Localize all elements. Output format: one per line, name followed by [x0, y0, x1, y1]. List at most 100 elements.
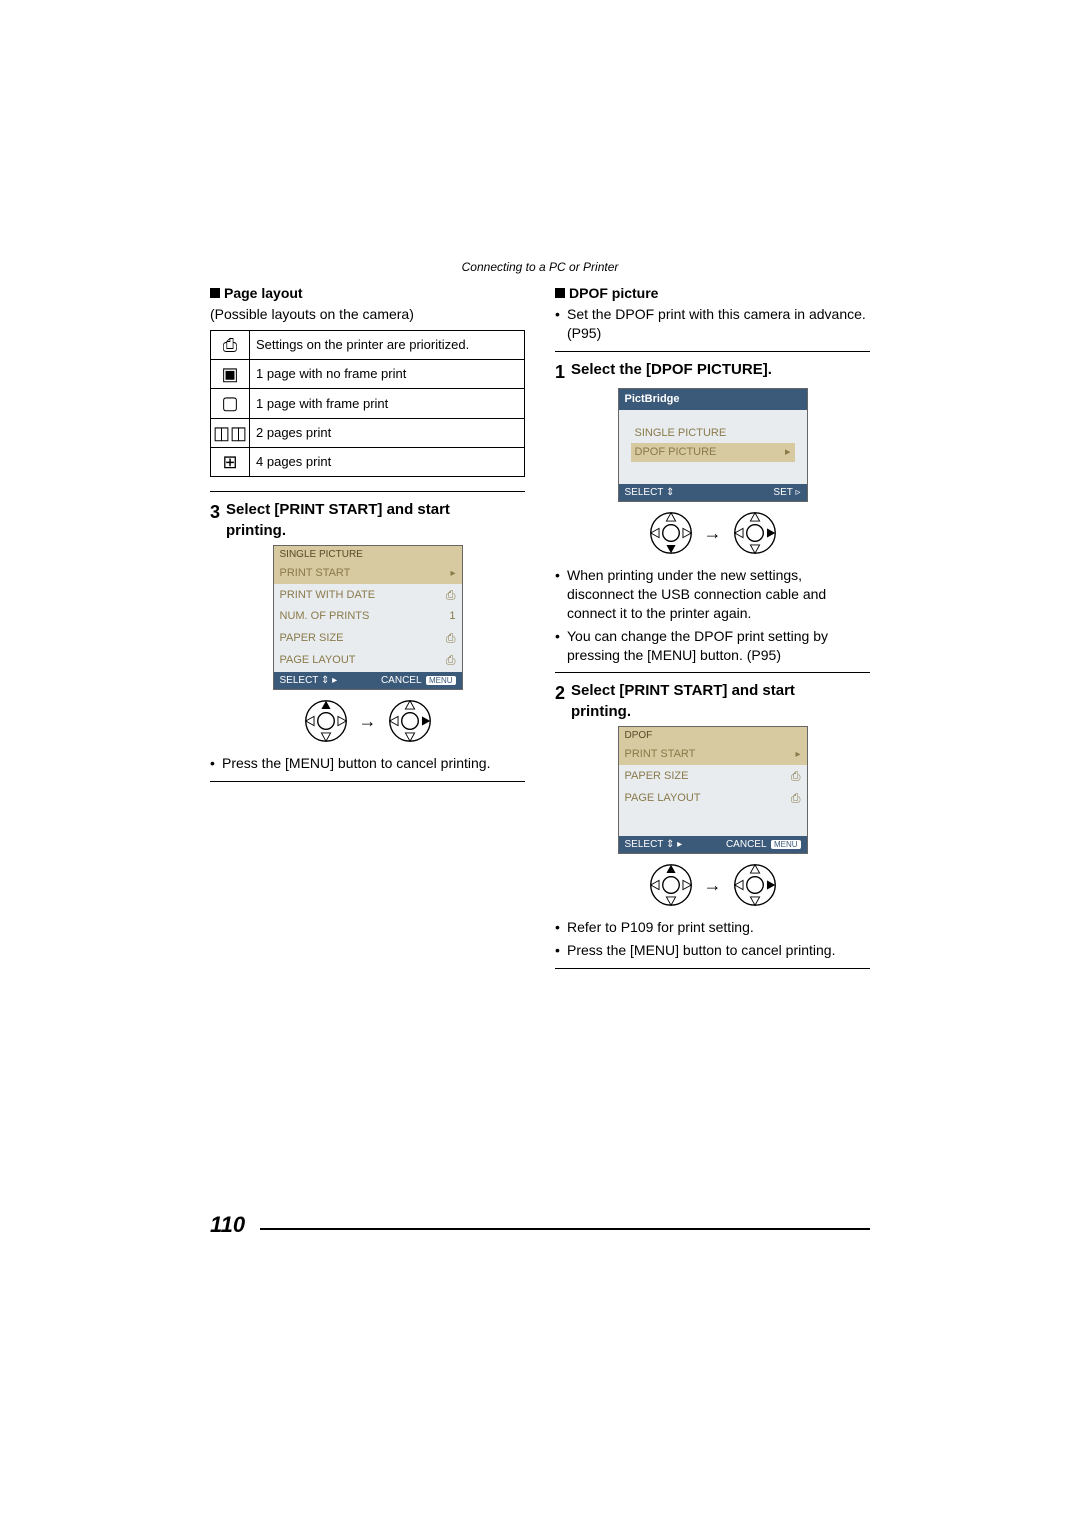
pictbridge-body: SINGLE PICTURE DPOF PICTURE ▸: [619, 410, 807, 484]
right-mid-bullets: When printing under the new settings, di…: [555, 566, 870, 664]
menu-row: NUM. OF PRINTS 1: [274, 606, 462, 627]
pb-item-selected: DPOF PICTURE ▸: [631, 443, 795, 462]
menu-value: ⎙: [446, 587, 456, 603]
menu-label: PRINT START: [280, 566, 351, 581]
table-row: ⊞ 4 pages print: [211, 447, 525, 476]
footer-select: SELECT ⇕ ▸: [625, 838, 683, 852]
footer-select: SELECT ⇕ ▸: [280, 674, 338, 688]
horizontal-rule: [555, 968, 870, 969]
layout-icon: ▣: [211, 360, 250, 389]
layout-desc: 2 pages print: [250, 418, 525, 447]
left-column: Page layout (Possible layouts on the cam…: [210, 284, 525, 977]
two-columns: Page layout (Possible layouts on the cam…: [210, 284, 870, 977]
step-text: printing.: [226, 522, 286, 539]
menu-label: PAPER SIZE: [625, 769, 689, 784]
menu-row: PRINT WITH DATE ⎙: [274, 584, 462, 606]
table-row: ◫◫ 2 pages print: [211, 418, 525, 447]
menu-value: ⎙: [791, 790, 801, 806]
menu-footer: SELECT ⇕ ▸ CANCEL MENU: [619, 836, 807, 854]
step-2: 2 Select [PRINT START] and start printin…: [555, 681, 870, 722]
menu-label: NUM. OF PRINTS: [280, 609, 370, 624]
menu-row: PAGE LAYOUT ⎙: [619, 787, 807, 809]
pictbridge-title: PictBridge: [619, 389, 807, 410]
nav-dials: →: [555, 862, 870, 908]
dpad-icon: [387, 698, 433, 744]
layout-desc: Settings on the printer are prioritized.: [250, 330, 525, 359]
menu-spacer: [619, 810, 807, 836]
footer-menu-tag: MENU: [426, 676, 456, 685]
left-section-title: Page layout: [224, 284, 303, 303]
bullet-item: You can change the DPOF print setting by…: [555, 627, 870, 665]
menu-label: PAGE LAYOUT: [625, 791, 701, 806]
menu-label: PAPER SIZE: [280, 631, 344, 646]
right-section-title: DPOF picture: [569, 284, 658, 303]
step-1: 1 Select the [DPOF PICTURE].: [555, 360, 870, 384]
layout-icon: ▢: [211, 389, 250, 418]
right-intro-bullets: Set the DPOF print with this camera in a…: [555, 305, 870, 343]
arrow-right-icon: →: [359, 709, 377, 733]
footer-menu-tag: MENU: [771, 840, 801, 849]
horizontal-rule: [555, 672, 870, 673]
layout-desc: 1 page with frame print: [250, 389, 525, 418]
menu-row: PRINT START ▸: [274, 563, 462, 584]
menu-row: PAPER SIZE ⎙: [274, 627, 462, 649]
menu-label: PRINT START: [625, 747, 696, 762]
square-bullet-icon: [555, 288, 565, 298]
header-title: Connecting to a PC or Printer: [210, 260, 870, 274]
right-column: DPOF picture Set the DPOF print with thi…: [555, 284, 870, 977]
left-section-head: Page layout: [210, 284, 525, 303]
step-text: Select [PRINT START] and start: [571, 682, 795, 699]
footer-set: SET ▹: [773, 486, 800, 500]
menu-value: ⎙: [446, 630, 456, 646]
layout-icon: ⎙: [211, 330, 250, 359]
step-number: 2: [555, 681, 565, 705]
menu-row: PAPER SIZE ⎙: [619, 765, 807, 787]
arrow-right-icon: →: [704, 521, 722, 545]
layout-icon: ⊞: [211, 447, 250, 476]
menu-label: PRINT WITH DATE: [280, 588, 376, 603]
table-row: ▣ 1 page with no frame print: [211, 360, 525, 389]
possible-layouts-note: (Possible layouts on the camera): [210, 305, 525, 324]
menu-value: 1: [449, 609, 455, 624]
pictbridge-footer: SELECT ⇕ SET ▹: [619, 484, 807, 502]
menu-header: SINGLE PICTURE: [274, 546, 462, 564]
dpad-icon: [732, 862, 778, 908]
pb-item-label: DPOF PICTURE: [635, 445, 717, 460]
footer-select: SELECT ⇕: [625, 486, 675, 500]
bullet-item: Set the DPOF print with this camera in a…: [555, 305, 870, 343]
horizontal-rule: [210, 491, 525, 492]
table-row: ⎙ Settings on the printer are prioritize…: [211, 330, 525, 359]
menu-footer: SELECT ⇕ ▸ CANCEL MENU: [274, 672, 462, 690]
dpad-icon: [648, 510, 694, 556]
dpad-icon: [303, 698, 349, 744]
bullet-item: Refer to P109 for print setting.: [555, 918, 870, 937]
menu-row: PRINT START ▸: [619, 744, 807, 765]
page-number: 110: [210, 1212, 245, 1238]
footer-rule: [260, 1228, 870, 1230]
dpad-icon: [732, 510, 778, 556]
chevron-right-icon: ▸: [785, 445, 791, 460]
single-picture-menu: SINGLE PICTURE PRINT START ▸ PRINT WITH …: [273, 545, 463, 690]
step-text: Select the [DPOF PICTURE].: [571, 360, 772, 380]
step-text: Select [PRINT START] and start: [226, 501, 450, 518]
layout-table: ⎙ Settings on the printer are prioritize…: [210, 330, 525, 477]
left-bullets: Press the [MENU] button to cancel printi…: [210, 754, 525, 773]
dpad-icon: [648, 862, 694, 908]
layout-desc: 1 page with no frame print: [250, 360, 525, 389]
step-number: 3: [210, 500, 220, 524]
dpof-menu: DPOF PRINT START ▸ PAPER SIZE ⎙ PAGE LAY…: [618, 726, 808, 854]
layout-desc: 4 pages print: [250, 447, 525, 476]
horizontal-rule: [210, 781, 525, 782]
nav-dials: →: [210, 698, 525, 744]
footer-cancel: CANCEL: [381, 675, 421, 686]
menu-header: DPOF: [619, 727, 807, 745]
nav-dials: →: [555, 510, 870, 556]
arrow-right-icon: →: [704, 873, 722, 897]
menu-value: ⎙: [791, 768, 801, 784]
right-section-head: DPOF picture: [555, 284, 870, 303]
menu-value: ▸: [450, 567, 455, 581]
footer-cancel: CANCEL: [726, 839, 766, 850]
step-3: 3 Select [PRINT START] and start printin…: [210, 500, 525, 541]
bullet-item: Press the [MENU] button to cancel printi…: [555, 941, 870, 960]
menu-label: PAGE LAYOUT: [280, 653, 356, 668]
